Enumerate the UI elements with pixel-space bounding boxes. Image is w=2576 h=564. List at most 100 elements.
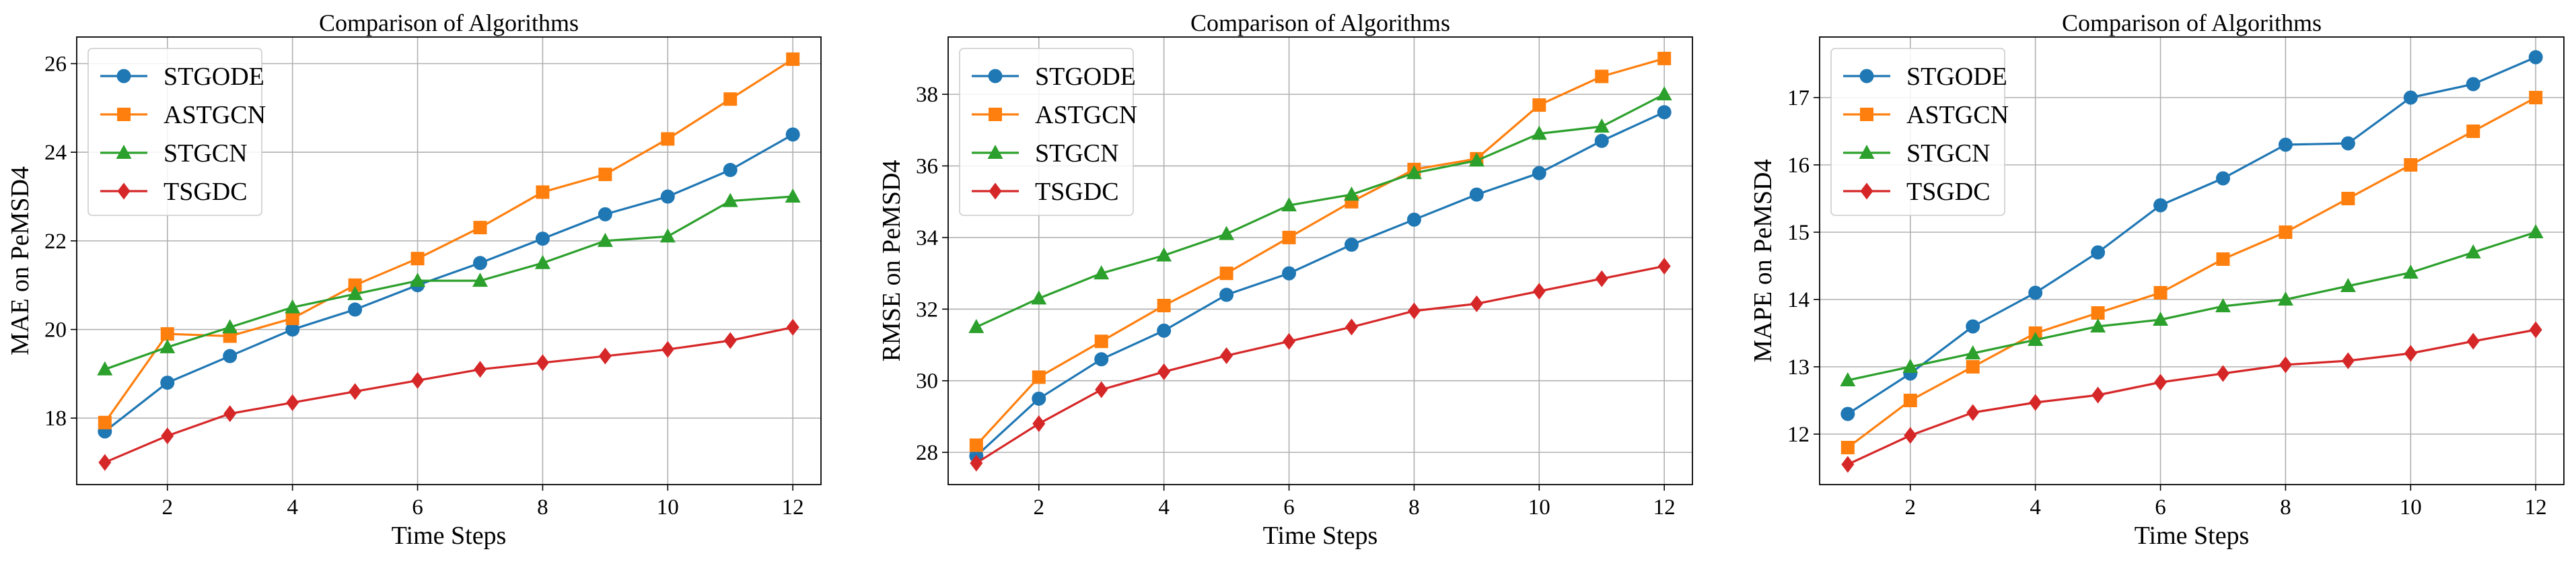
data-point-astgcn [786, 52, 800, 66]
data-point-stgcn [1656, 86, 1672, 101]
series-tsgdc [98, 318, 799, 471]
data-point-stgode [1406, 212, 1421, 227]
data-point-stgode [723, 163, 738, 178]
data-point-astgcn [348, 278, 362, 292]
data-point-stgcn [2090, 318, 2106, 332]
data-point-stgode [2278, 137, 2293, 152]
data-point-stgcn [1902, 359, 1919, 373]
x-tick-label: 12 [782, 495, 804, 520]
data-point-stgcn [1594, 118, 1610, 133]
legend-item-stgcn: STGCN [1843, 139, 1991, 168]
data-point-tsgdc [1407, 302, 1421, 320]
data-point-stgcn [785, 188, 801, 203]
legend: STGODE ASTGCN STGCN TSGDC [1830, 48, 2009, 216]
data-point-astgcn [1840, 441, 1855, 454]
legend-marker [1859, 69, 1874, 83]
series-line-tsgdc [1847, 328, 2536, 466]
series-stgcn [968, 86, 1672, 333]
data-point-tsgdc [536, 354, 549, 372]
data-point-tsgdc [2529, 321, 2542, 339]
data-point-tsgdc [2154, 374, 2168, 391]
data-point-astgcn [2529, 91, 2543, 104]
data-point-astgcn [473, 221, 487, 235]
data-point-astgcn [2341, 192, 2355, 205]
data-point-tsgdc [1283, 332, 1296, 350]
legend-item-astgcn: ASTGCN [972, 101, 1137, 129]
data-point-stgcn [222, 319, 238, 334]
data-point-stgode [2028, 285, 2043, 300]
x-tick-label: 4 [1158, 495, 1170, 520]
data-point-stgcn [410, 273, 426, 287]
x-tick-label: 12 [2525, 495, 2547, 520]
data-point-tsgdc [473, 361, 487, 378]
data-point-stgcn [97, 361, 113, 376]
legend-label: TSGDC [164, 178, 248, 206]
data-point-tsgdc [2091, 386, 2105, 404]
data-point-tsgdc [161, 427, 174, 445]
data-point-stgcn [722, 192, 738, 207]
data-point-stgcn [597, 232, 613, 247]
data-point-stgcn [2028, 332, 2044, 346]
data-point-stgode [1219, 287, 1234, 302]
y-axis-label: MAE on PeMSD4 [6, 166, 34, 355]
data-point-stgcn [1965, 345, 1981, 359]
y-tick-label: 17 [1787, 86, 1810, 110]
data-point-stgode [1344, 238, 1359, 252]
series-stgcn [1840, 224, 2544, 386]
legend-marker [116, 145, 132, 159]
data-point-astgcn [1532, 98, 1546, 112]
x-tick-label: 6 [1283, 495, 1295, 520]
legend-label: TSGDC [1035, 178, 1119, 206]
data-point-stgcn [659, 228, 676, 243]
series-stgode [1840, 50, 2543, 421]
x-tick-label: 4 [287, 495, 298, 520]
axes-frame [947, 36, 1693, 485]
legend-item-stgcn: STGCN [972, 139, 1119, 168]
series-line-tsgdc [104, 326, 793, 464]
legend-box [87, 48, 262, 216]
data-point-tsgdc [1657, 257, 1671, 275]
legend-marker [989, 182, 1002, 200]
series-astgcn [98, 52, 800, 429]
x-tick-label: 8 [537, 495, 548, 520]
chart-title: Comparison of Algorithms [2062, 9, 2322, 36]
y-tick-label: 13 [1787, 355, 1810, 380]
data-point-astgcn [2404, 158, 2418, 172]
data-point-stgode [223, 349, 238, 363]
data-point-tsgdc [411, 372, 425, 389]
series-line-astgcn [1847, 96, 2536, 449]
legend-label: STGCN [1906, 139, 1991, 168]
data-point-stgode [1840, 407, 1855, 421]
data-point-stgode [1032, 391, 1046, 406]
data-point-astgcn [1657, 51, 1672, 65]
data-point-tsgdc [1345, 318, 1358, 336]
data-point-tsgdc [1095, 381, 1108, 398]
x-axis-label: Time Steps [392, 522, 507, 550]
data-point-tsgdc [1841, 456, 1855, 473]
data-point-astgcn [410, 252, 425, 266]
data-point-stgode [348, 302, 363, 317]
data-point-astgcn [1157, 299, 1171, 312]
legend-label: ASTGCN [164, 101, 266, 129]
data-point-tsgdc [98, 454, 112, 471]
legend-item-tsgdc: TSGDC [100, 178, 248, 206]
x-axis-label: Time Steps [1263, 522, 1378, 550]
data-point-stgcn [1156, 247, 1172, 262]
y-tick-label: 20 [44, 318, 67, 343]
series-tsgdc [970, 257, 1671, 472]
y-tick-label: 12 [1787, 423, 1810, 447]
data-point-stgcn [472, 273, 488, 287]
legend-item-tsgdc: TSGDC [1843, 178, 1991, 206]
data-point-tsgdc [2279, 356, 2292, 374]
data-point-tsgdc [2341, 352, 2355, 369]
data-point-astgcn [1903, 394, 1917, 407]
legend-marker [1860, 182, 1873, 200]
data-point-stgode [1532, 166, 1546, 180]
data-point-tsgdc [786, 318, 799, 336]
x-tick-label: 8 [1408, 495, 1420, 520]
legend-label: STGODE [1906, 63, 2007, 91]
data-point-astgcn [1595, 69, 1609, 83]
data-point-tsgdc [1470, 295, 1483, 312]
x-axis-label: Time Steps [2135, 522, 2250, 550]
